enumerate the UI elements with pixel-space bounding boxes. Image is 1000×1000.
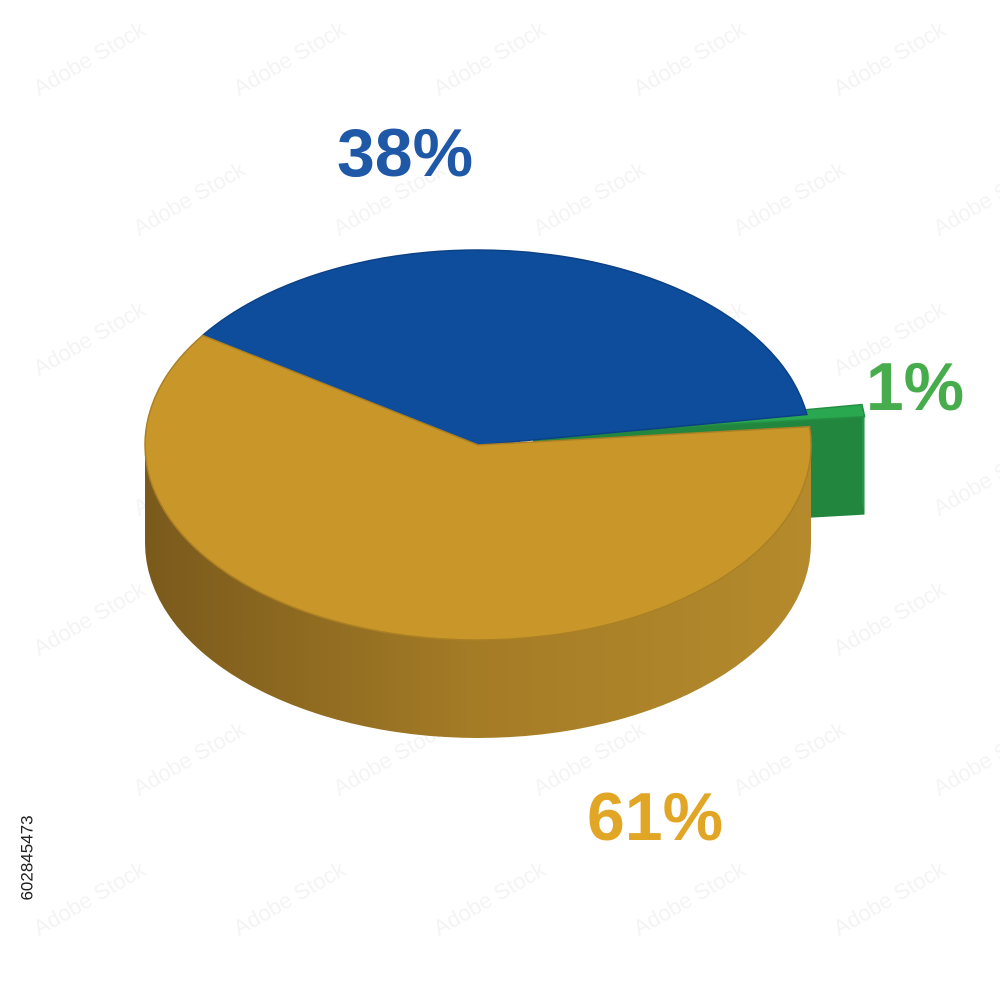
data-label: 38% [337,115,473,191]
data-label: 61% [587,779,723,855]
watermark: Adobe Stock [129,156,250,241]
watermark: Adobe Stock [529,156,650,241]
watermark: Adobe Stock [229,16,350,101]
watermark: Adobe Stock [29,16,150,101]
watermark: Adobe Stock [29,856,150,941]
watermark: Adobe Stock [929,156,1000,241]
slice [144,334,812,641]
watermark: Adobe Stock [129,716,250,801]
watermark: Adobe Stock [729,716,850,801]
watermark: Adobe Stock [829,576,950,661]
slice [201,249,808,446]
slice-side [861,404,865,515]
watermark: Adobe Stock [829,16,950,101]
watermark: Adobe Stock [29,576,150,661]
watermark: Adobe Stock [429,856,550,941]
watermark: Adobe Stock [929,716,1000,801]
watermark: Adobe Stock [629,856,750,941]
watermark: Adobe Stock [729,156,850,241]
watermark: Adobe Stock [229,856,350,941]
slice-side [145,445,811,738]
watermark: Adobe Stock [629,16,750,101]
pie [144,249,866,738]
watermark: Adobe Stock [829,856,950,941]
watermark: Adobe Stock [429,16,550,101]
watermark: Adobe Stock [929,436,1000,521]
data-label: 1% [866,349,964,425]
watermark: Adobe Stock [29,296,150,381]
stock-id: 602845473 [17,815,36,900]
